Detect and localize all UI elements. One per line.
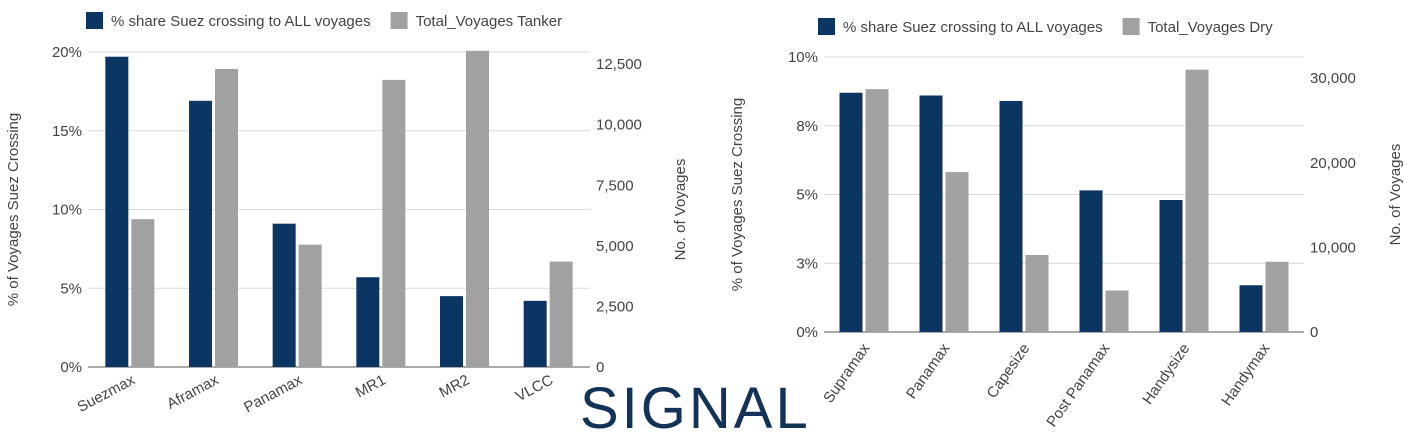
x-tick-label: Capesize (983, 341, 1033, 402)
signal-logo: SIGNAL (580, 376, 820, 439)
y-tick-label: 0% (796, 324, 818, 341)
y-axis-title: % of Voyages Suez Crossing (729, 98, 746, 291)
x-tick-label: Aframax (164, 371, 222, 412)
y-tick-label: 3% (796, 255, 818, 272)
bar-share-mr2 (440, 296, 463, 367)
bar-voyages-supramax (865, 89, 889, 333)
y-tick-label: 5% (60, 280, 82, 297)
x-tick-label: Panamax (241, 371, 305, 416)
bar-voyages-handymax (1265, 261, 1289, 332)
y2-tick-label: 0 (596, 359, 604, 376)
bar-share-capesize (999, 101, 1023, 332)
bar-voyages-panamax (298, 244, 322, 367)
signal-logo-text: SIGNAL (580, 378, 811, 434)
bar-share-panamax (919, 95, 943, 332)
x-tick-label: MR2 (436, 372, 472, 402)
y-axis-title: % of Voyages Suez Crossing (5, 113, 22, 306)
y2-axis-title: No. of Voyages (672, 159, 689, 261)
bar-share-handymax (1239, 285, 1263, 332)
bar-share-handysize (1159, 200, 1183, 332)
y-tick-label: 10% (788, 49, 818, 66)
y-tick-label: 5% (796, 187, 818, 204)
x-tick-label: Panamax (903, 340, 954, 402)
y2-tick-label: 0 (1310, 324, 1318, 341)
y-tick-label: 20% (52, 44, 82, 61)
y2-tick-label: 10,000 (596, 117, 642, 134)
y2-tick-label: 7,500 (596, 177, 634, 194)
x-tick-label: Handymax (1218, 340, 1273, 409)
y2-tick-label: 10,000 (1310, 239, 1356, 256)
x-tick-label: VLCC (513, 371, 556, 405)
bar-share-vlcc (523, 300, 547, 367)
x-tick-label: Post Panamax (1043, 340, 1113, 430)
legend-swatch (390, 12, 408, 29)
y2-tick-label: 12,500 (596, 56, 642, 73)
legend-label: Total_Voyages Dry (1148, 19, 1274, 36)
bar-share-post-panamax (1079, 190, 1103, 332)
y2-tick-label: 5,000 (596, 238, 634, 255)
bar-voyages-handysize (1185, 69, 1209, 332)
y-tick-label: 0% (60, 359, 82, 376)
legend-label: % share Suez crossing to ALL voyages (843, 19, 1103, 36)
legend-label: Total_Voyages Tanker (416, 13, 563, 30)
bar-share-supramax (839, 92, 863, 332)
bar-voyages-vlcc (549, 261, 573, 367)
bar-voyages-mr1 (382, 79, 406, 367)
x-tick-label: Suezmax (75, 371, 139, 416)
legend-swatch (1122, 18, 1140, 35)
y2-axis-title: No. of Voyages (1387, 144, 1404, 246)
bar-voyages-panamax (945, 172, 969, 332)
y-tick-label: 10% (52, 202, 82, 219)
dry-bulk-chart: 0% 3% 5% 8% 10% 0 10,000 20,000 30,000 Supramax Pa… (729, 18, 1404, 430)
bar-share-mr1 (356, 277, 380, 367)
tanker-chart: 0% 5% 10% 15% 20% 0 2,500 5,000 7,500 10,000 12,50… (5, 12, 689, 416)
y-tick-label: 8% (796, 118, 818, 135)
y2-tick-label: 20,000 (1310, 155, 1356, 172)
bar-voyages-suezmax (131, 219, 155, 367)
legend-label: % share Suez crossing to ALL voyages (111, 13, 371, 30)
y2-tick-label: 30,000 (1310, 70, 1356, 87)
legend-swatch (818, 18, 835, 35)
y-tick-label: 15% (52, 123, 82, 140)
bar-share-panamax (272, 223, 296, 367)
legend-swatch (86, 12, 103, 29)
x-tick-label: Handysize (1139, 341, 1193, 408)
bar-share-suezmax (105, 56, 129, 367)
x-tick-label: Supramax (820, 340, 873, 406)
bar-voyages-mr2 (466, 50, 489, 368)
bar-voyages-post-panamax (1105, 290, 1129, 332)
bar-voyages-capesize (1025, 255, 1049, 332)
y2-tick-label: 2,500 (596, 298, 634, 315)
bar-share-aframax (189, 100, 212, 367)
x-tick-label: MR1 (353, 372, 389, 402)
bar-voyages-aframax (215, 68, 238, 367)
